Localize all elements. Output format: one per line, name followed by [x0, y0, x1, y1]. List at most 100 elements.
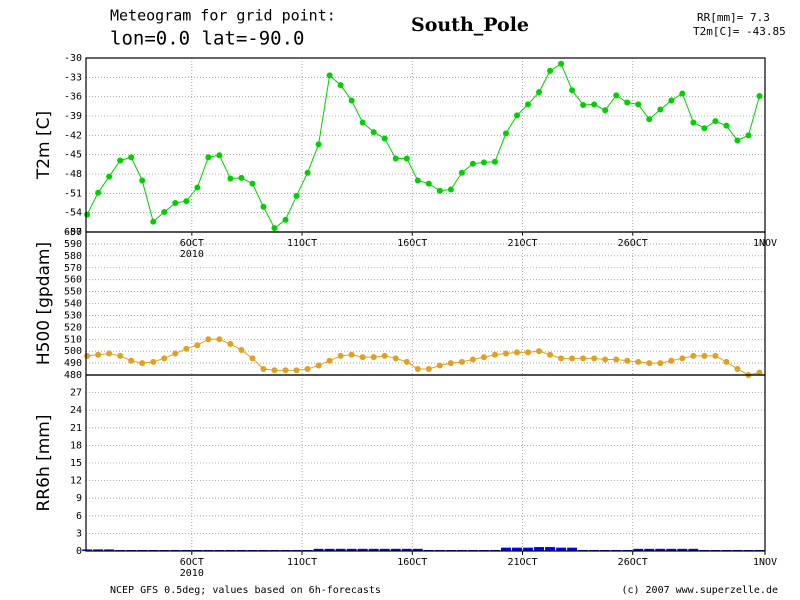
data-point — [403, 155, 410, 162]
precip-bar — [633, 548, 644, 551]
data-point — [216, 336, 223, 343]
data-point — [569, 87, 576, 94]
x-tick-label: 6OCT — [180, 238, 204, 249]
data-point — [668, 357, 675, 364]
y-tick-label: 24 — [70, 405, 82, 416]
y-tick-label: -51 — [64, 188, 82, 199]
y-tick-label: 580 — [64, 251, 82, 262]
precip-bar — [82, 549, 93, 551]
data-point — [624, 99, 631, 106]
precip-bar — [567, 547, 578, 551]
data-point — [469, 160, 476, 167]
precip-bar — [677, 548, 688, 551]
precip-bar — [104, 549, 115, 551]
y-tick-label: 12 — [70, 476, 82, 487]
y-tick-label: 15 — [70, 458, 82, 469]
data-point — [337, 82, 344, 89]
data-point — [690, 119, 697, 126]
data-point — [205, 336, 212, 343]
y-tick-label: 27 — [70, 388, 82, 399]
y-tick-label: 21 — [70, 423, 82, 434]
x-tick-label: 6OCT — [180, 557, 204, 568]
y-tick-label: -45 — [64, 150, 82, 161]
data-point — [84, 352, 91, 359]
data-point — [491, 351, 498, 358]
data-point — [635, 101, 642, 108]
data-point — [547, 351, 554, 358]
data-point — [712, 118, 719, 125]
data-point — [84, 211, 91, 218]
data-point — [734, 366, 741, 373]
data-point — [304, 366, 311, 373]
data-point — [271, 367, 278, 374]
y-axis-label: H500 [gpdam] — [34, 242, 54, 365]
x-tick-label: 1NOV — [753, 557, 777, 568]
precip-bar — [368, 548, 379, 551]
data-point — [580, 102, 587, 109]
y-axis-label: RR6h [mm] — [34, 414, 54, 511]
data-point — [425, 180, 432, 187]
data-point — [128, 357, 135, 364]
y-tick-label: 490 — [64, 358, 82, 369]
header-line1: Meteogram for grid point: — [110, 7, 336, 25]
y-tick-label: -48 — [64, 169, 82, 180]
x-tick-label: 16OCT — [397, 238, 427, 249]
data-point — [469, 356, 476, 363]
y-tick-label: -57 — [64, 227, 82, 238]
data-point — [591, 101, 598, 108]
info-rr: RR[mm]= 7.3 — [697, 11, 770, 24]
data-point — [723, 358, 730, 365]
data-point — [602, 107, 609, 114]
data-point — [657, 360, 664, 367]
y-tick-label: 600 — [64, 227, 82, 238]
data-point — [513, 112, 520, 119]
data-point — [370, 129, 377, 136]
data-point — [613, 356, 620, 363]
data-point — [734, 137, 741, 144]
data-point — [447, 186, 454, 193]
data-point — [282, 216, 289, 223]
x-tick-label: 11OCT — [287, 238, 317, 249]
precip-bar — [313, 548, 324, 551]
data-point — [613, 92, 620, 99]
precip-bar — [357, 548, 368, 551]
precip-bar — [523, 547, 533, 551]
precip-bar — [655, 548, 666, 551]
x-tick-label: 11OCT — [287, 557, 317, 568]
data-point — [580, 355, 587, 362]
x-tick-label: 21OCT — [507, 238, 537, 249]
data-point — [238, 346, 245, 353]
precip-bar — [390, 548, 401, 551]
y-tick-label: -30 — [64, 53, 82, 64]
y-tick-label: 500 — [64, 346, 82, 357]
y-tick-label: 510 — [64, 334, 82, 345]
data-point — [348, 351, 355, 358]
y-tick-label: 3 — [76, 528, 82, 539]
data-point — [216, 152, 223, 159]
x-year-label: 2010 — [180, 568, 204, 579]
data-point — [359, 354, 366, 361]
data-point — [712, 352, 719, 359]
y-tick-label: -33 — [64, 72, 82, 83]
data-point — [293, 367, 300, 374]
y-tick-label: -36 — [64, 92, 82, 103]
data-point — [525, 101, 532, 108]
data-point — [227, 341, 234, 348]
data-point — [117, 352, 124, 359]
data-point — [370, 354, 377, 361]
y-tick-label: 18 — [70, 440, 82, 451]
data-point — [271, 225, 278, 232]
data-point — [414, 177, 421, 184]
x-tick-label: 16OCT — [397, 557, 427, 568]
data-point — [690, 352, 697, 359]
precip-bar — [512, 547, 522, 551]
data-point — [238, 174, 245, 181]
y-tick-label: 480 — [64, 370, 82, 381]
data-point — [646, 360, 653, 367]
x-tick-label: 26OCT — [618, 557, 648, 568]
data-point — [668, 97, 675, 104]
data-point — [756, 369, 763, 376]
data-point — [282, 367, 289, 374]
data-point — [139, 360, 146, 367]
